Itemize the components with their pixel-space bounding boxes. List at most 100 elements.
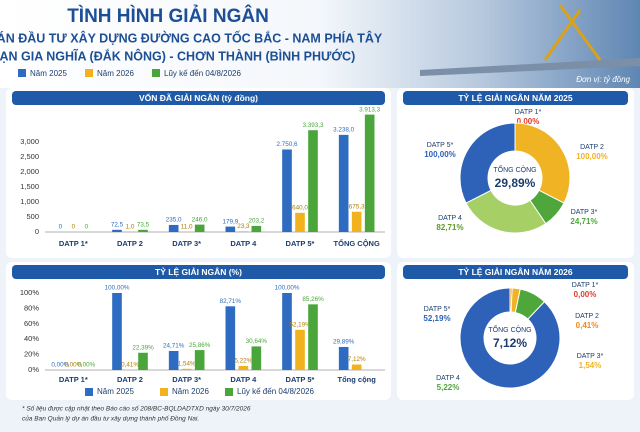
x-tick-label: DATP 4 <box>230 239 257 248</box>
bar <box>252 346 262 370</box>
segment-label: 1,54% <box>579 361 602 370</box>
segment-label: 0,00% <box>574 290 597 299</box>
bar <box>138 353 148 370</box>
value-label: 3.393,3 <box>302 122 324 129</box>
legend-label: Lũy kế đến 04/8/2026 <box>237 387 315 396</box>
bar <box>295 213 305 232</box>
legend-label: Năm 2026 <box>172 387 209 396</box>
unit-note: Đơn vị: tỷ đồng <box>576 75 630 84</box>
bar <box>195 350 205 370</box>
segment-name: DATP 1* <box>572 282 599 289</box>
segment-name: DATP 4 <box>436 375 460 382</box>
value-label: 0 <box>85 224 89 231</box>
value-label: 675,3 <box>349 203 365 210</box>
segment-name: DATP 3* <box>577 353 604 360</box>
legend-label: Năm 2025 <box>30 69 67 78</box>
value-label: 100,00% <box>105 285 130 292</box>
bar <box>182 369 192 370</box>
legend-label: Năm 2025 <box>97 387 134 396</box>
x-tick-label: DATP 4 <box>230 375 257 384</box>
value-label: 11,0 <box>181 223 193 230</box>
segment-name: DATP 4 <box>438 215 462 222</box>
subtitle: ĐOẠN GIA NGHĨA (ĐẮK NÔNG) - CHƠN THÀNH (… <box>0 48 355 63</box>
segment-label: 100,00% <box>576 152 608 161</box>
segment-label: 82,71% <box>436 223 463 232</box>
value-label: 30,64% <box>246 338 268 345</box>
value-label: 22,39% <box>132 344 154 351</box>
value-label: 5,22% <box>234 358 252 365</box>
value-label: 3.913,3 <box>359 106 381 113</box>
value-label: 7,12% <box>348 356 366 363</box>
bar <box>169 225 179 232</box>
legend-swatch <box>85 69 93 77</box>
value-label: 2.750,6 <box>276 141 298 148</box>
center-title: TỔNG CỘNG <box>488 325 531 334</box>
title: TÌNH HÌNH GIẢI NGÂN <box>67 5 269 27</box>
segment-name: DATP 2 <box>580 144 604 151</box>
y-tick-label: 100% <box>20 288 40 297</box>
value-label: 82,71% <box>220 298 242 305</box>
center-value: 29,89% <box>495 176 536 190</box>
x-tick-label: DATP 5* <box>286 375 315 384</box>
bar <box>295 330 305 370</box>
value-label: 100,00% <box>275 285 300 292</box>
y-tick-label: 500 <box>26 212 39 221</box>
x-tick-label: DATP 1* <box>59 375 88 384</box>
legend-swatch <box>152 69 160 77</box>
y-tick-label: 2,500 <box>20 152 39 161</box>
y-tick-label: 0 <box>35 227 39 236</box>
segment-name: DATP 5* <box>424 306 451 313</box>
value-label: 72,5 <box>111 221 124 228</box>
value-label: 235,0 <box>166 217 182 224</box>
bar <box>339 135 349 232</box>
x-tick-label: DATP 3* <box>172 375 201 384</box>
y-tick-label: 1,000 <box>20 197 39 206</box>
x-tick-label: TỔNG CỘNG <box>334 239 380 248</box>
y-tick-label: 60% <box>24 319 39 328</box>
y-tick-label: 3,000 <box>20 137 39 146</box>
y-tick-label: 0% <box>28 365 39 374</box>
legend-swatch <box>225 388 233 396</box>
y-tick-label: 80% <box>24 303 39 312</box>
value-label: 85,26% <box>302 296 324 303</box>
panel-title: VỐN ĐÃ GIẢI NGÂN (tỷ đồng) <box>139 92 258 103</box>
value-label: 25,86% <box>189 342 211 349</box>
panel <box>6 88 391 258</box>
bar <box>195 225 205 232</box>
bar <box>239 366 249 370</box>
y-tick-label: 1,500 <box>20 182 39 191</box>
center-title: TỔNG CỘNG <box>493 165 536 174</box>
x-tick-label: DATP 1* <box>59 239 88 248</box>
value-label: 246,0 <box>192 216 208 223</box>
bar <box>112 230 122 232</box>
segment-name: DATP 5* <box>427 142 454 149</box>
x-tick-label: DATP 2 <box>117 239 143 248</box>
legend-label: Lũy kế đến 04/8/2026 <box>164 69 242 78</box>
value-label: 1,54% <box>178 360 196 367</box>
legend-swatch <box>85 388 93 396</box>
value-label: 640,0 <box>292 204 308 211</box>
panel-title: TỶ LỆ GIẢI NGÂN NĂM 2025 <box>458 92 573 103</box>
segment-label: 5,22% <box>437 383 460 392</box>
bar <box>282 293 292 370</box>
value-label: 1,0 <box>126 224 135 231</box>
segment-name: DATP 2 <box>575 313 599 320</box>
x-tick-label: DATP 5* <box>286 239 315 248</box>
value-label: 0,41% <box>121 361 139 368</box>
bar <box>138 230 148 232</box>
x-tick-label: DATP 2 <box>117 375 143 384</box>
bar <box>252 226 262 232</box>
segment-label: 0,41% <box>576 321 599 330</box>
bar <box>352 212 362 232</box>
panel-title: TỶ LỆ GIẢI NGÂN (%) <box>155 266 242 277</box>
y-tick-label: 40% <box>24 334 39 343</box>
bar <box>226 227 236 232</box>
bar <box>239 231 249 232</box>
segment-label: 52,19% <box>423 314 450 323</box>
segment-name: DATP 3* <box>571 209 598 216</box>
bar <box>352 365 362 370</box>
center-value: 7,12% <box>493 336 527 350</box>
legend-swatch <box>160 388 168 396</box>
value-label: 0,00% <box>77 362 95 369</box>
